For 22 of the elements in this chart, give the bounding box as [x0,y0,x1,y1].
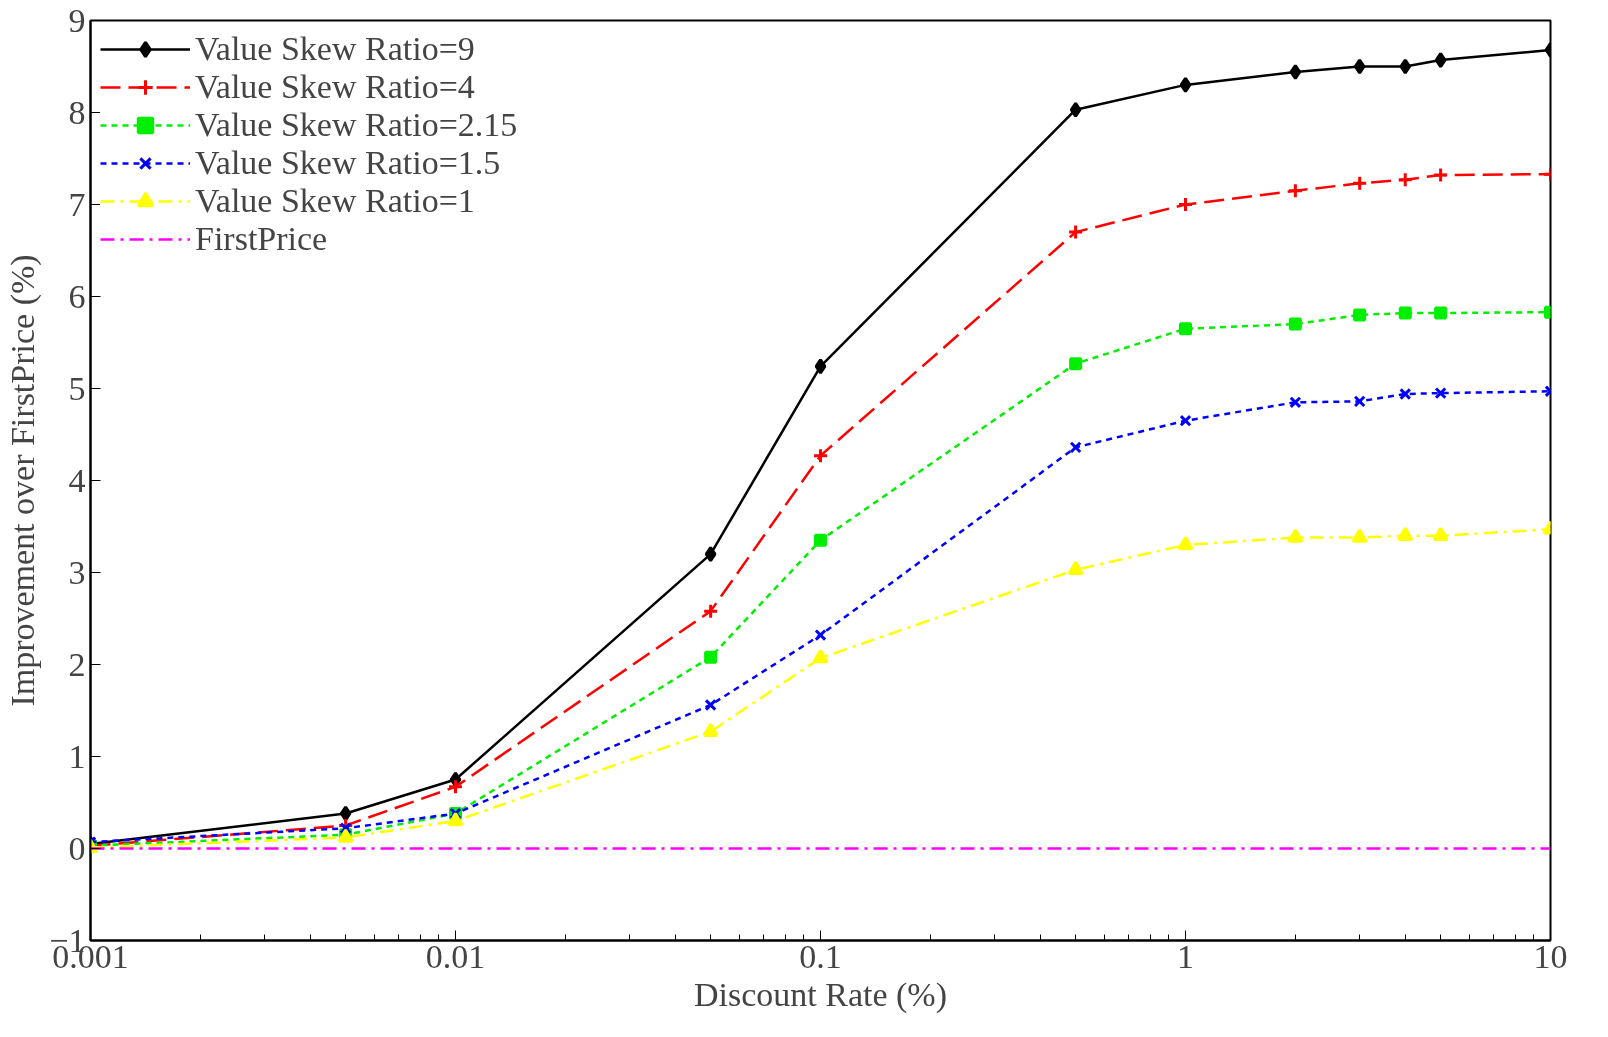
x-tick-label: 0.1 [799,937,842,975]
legend-label: Value Skew Ratio=1 [195,182,475,220]
y-tick-label: 5 [68,369,86,407]
legend-label: Value Skew Ratio=4 [195,68,475,106]
x-axis-title: Discount Rate (%) [693,975,948,1014]
legend-label: FirstPrice [195,220,328,258]
y-tick-label: 2 [68,645,86,683]
y-tick-label: 7 [68,185,86,223]
x-tick-label: 0.01 [425,937,486,975]
legend-label: Value Skew Ratio=9 [195,30,475,68]
y-tick-label: 8 [68,93,86,131]
y-tick-label: 1 [68,737,86,775]
y-tick-label: 3 [68,553,86,591]
legend-label: Value Skew Ratio=2.15 [195,106,518,144]
y-tick-label: 9 [68,1,86,39]
legend-label: Value Skew Ratio=1.5 [195,144,501,182]
x-tick-label: 1 [1177,937,1194,975]
y-axis-title: Improvement over FirstPrice (%) [4,254,43,707]
y-tick-label: 0 [68,829,86,867]
x-tick-label: 10 [1533,937,1568,975]
y-tick-label: 6 [68,277,86,315]
y-tick-label: 4 [68,461,86,499]
